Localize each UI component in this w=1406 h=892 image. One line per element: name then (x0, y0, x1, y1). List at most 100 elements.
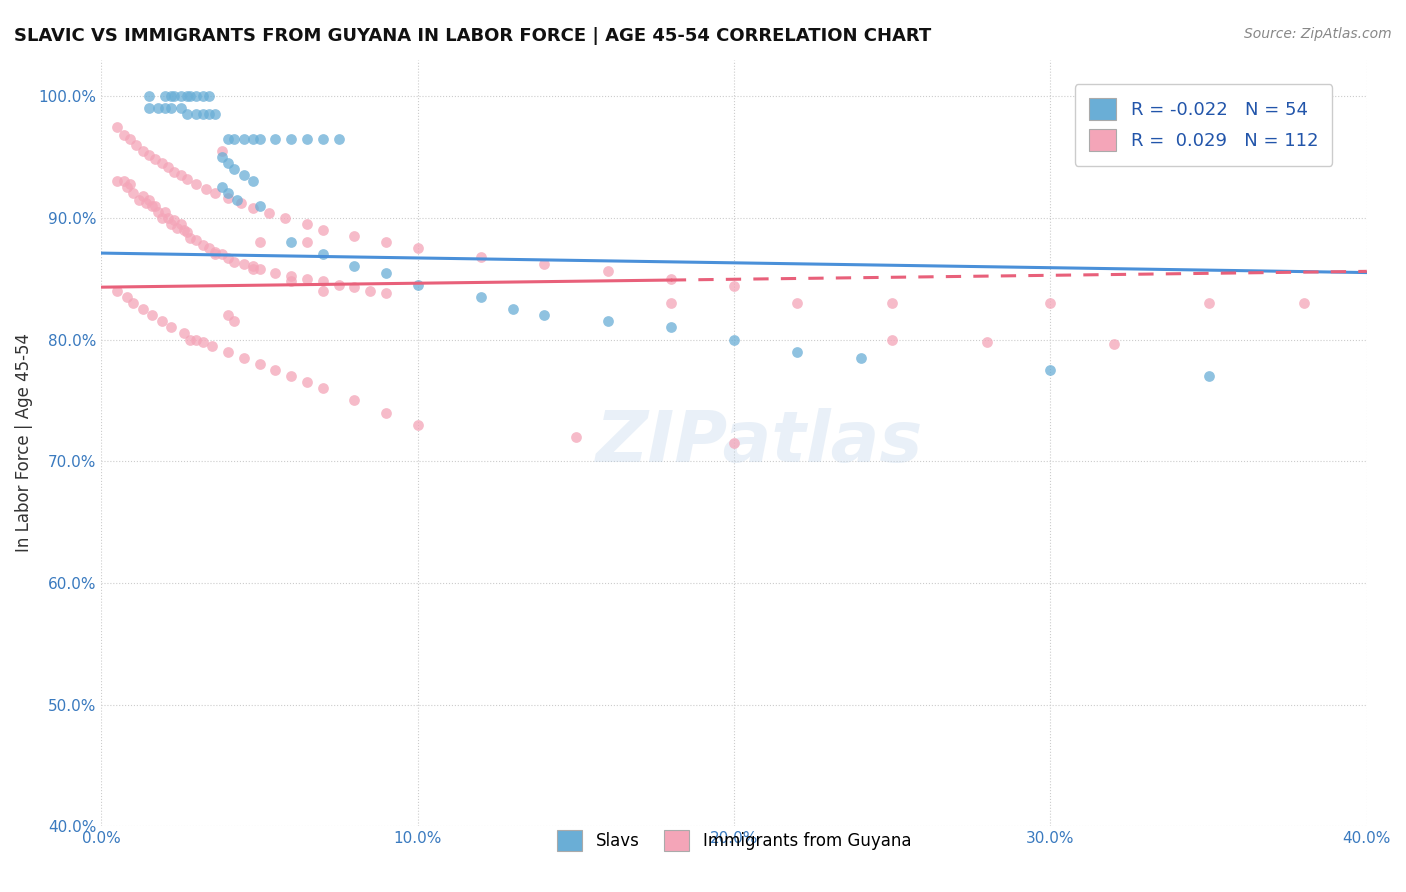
Point (786, 296, 808, 310)
Point (138, 101, 160, 115)
Point (280, 235, 302, 249)
Point (224, 254, 246, 268)
Point (169, 168, 191, 182)
Point (343, 280, 366, 294)
Point (502, 301, 524, 316)
Point (849, 351, 872, 365)
Point (191, 89, 214, 103)
Point (375, 286, 398, 301)
Point (176, 89, 198, 103)
Point (115, 180, 138, 194)
Point (312, 284, 335, 298)
Point (375, 266, 398, 280)
Point (596, 264, 619, 278)
Point (242, 261, 264, 276)
Point (249, 235, 271, 249)
Point (312, 381, 335, 395)
Point (224, 314, 246, 328)
Point (217, 186, 239, 201)
Point (112, 128, 135, 142)
Point (153, 101, 176, 115)
Point (406, 277, 429, 292)
Point (131, 144, 153, 158)
Point (166, 220, 188, 235)
Point (375, 405, 398, 419)
Point (198, 89, 221, 103)
Point (204, 107, 226, 121)
Point (359, 284, 381, 298)
Point (343, 393, 366, 408)
Point (470, 290, 492, 304)
Point (226, 193, 249, 207)
Point (211, 180, 233, 194)
Point (596, 314, 619, 328)
Point (122, 296, 145, 310)
Point (470, 250, 492, 264)
Point (204, 244, 226, 259)
Point (194, 181, 217, 195)
Point (295, 217, 318, 231)
Point (375, 235, 398, 249)
Point (143, 199, 166, 213)
Point (169, 217, 191, 231)
Point (186, 333, 208, 347)
Point (264, 131, 287, 145)
Point (160, 320, 183, 334)
Point (217, 251, 239, 265)
Point (122, 186, 145, 201)
Point (128, 193, 150, 207)
Point (242, 131, 264, 145)
Point (186, 89, 208, 103)
Point (242, 260, 264, 274)
Point (232, 351, 254, 365)
Point (242, 201, 264, 215)
Text: ZIPatlas: ZIPatlas (596, 409, 924, 477)
Point (976, 334, 998, 349)
Point (156, 211, 179, 225)
Point (173, 326, 195, 341)
Point (343, 229, 366, 244)
Point (723, 333, 745, 347)
Point (150, 156, 173, 170)
Point (148, 204, 170, 219)
Point (882, 333, 904, 347)
Point (295, 131, 318, 145)
Point (153, 204, 176, 219)
Point (204, 247, 226, 261)
Point (173, 223, 195, 237)
Point (125, 137, 148, 152)
Point (131, 189, 153, 203)
Point (176, 107, 198, 121)
Point (312, 247, 335, 261)
Point (118, 131, 141, 145)
Point (141, 199, 163, 213)
Point (150, 211, 173, 225)
Point (163, 89, 186, 103)
Point (328, 277, 350, 292)
Point (138, 147, 160, 161)
Point (217, 156, 239, 170)
Point (179, 231, 201, 245)
Text: Source: ZipAtlas.com: Source: ZipAtlas.com (1244, 27, 1392, 41)
Point (176, 172, 198, 186)
Point (1198, 296, 1220, 310)
Point (141, 308, 163, 322)
Point (186, 233, 208, 247)
Point (1039, 363, 1062, 377)
Point (118, 177, 141, 191)
Point (150, 314, 173, 328)
Point (138, 89, 160, 103)
Point (135, 196, 157, 211)
Point (1102, 337, 1125, 351)
Point (295, 235, 318, 249)
Point (153, 89, 176, 103)
Point (232, 257, 254, 271)
Point (533, 257, 555, 271)
Point (131, 301, 153, 316)
Point (204, 186, 226, 201)
Point (201, 338, 224, 352)
Point (280, 274, 302, 288)
Point (232, 131, 254, 145)
Point (280, 131, 302, 145)
Point (163, 164, 186, 178)
